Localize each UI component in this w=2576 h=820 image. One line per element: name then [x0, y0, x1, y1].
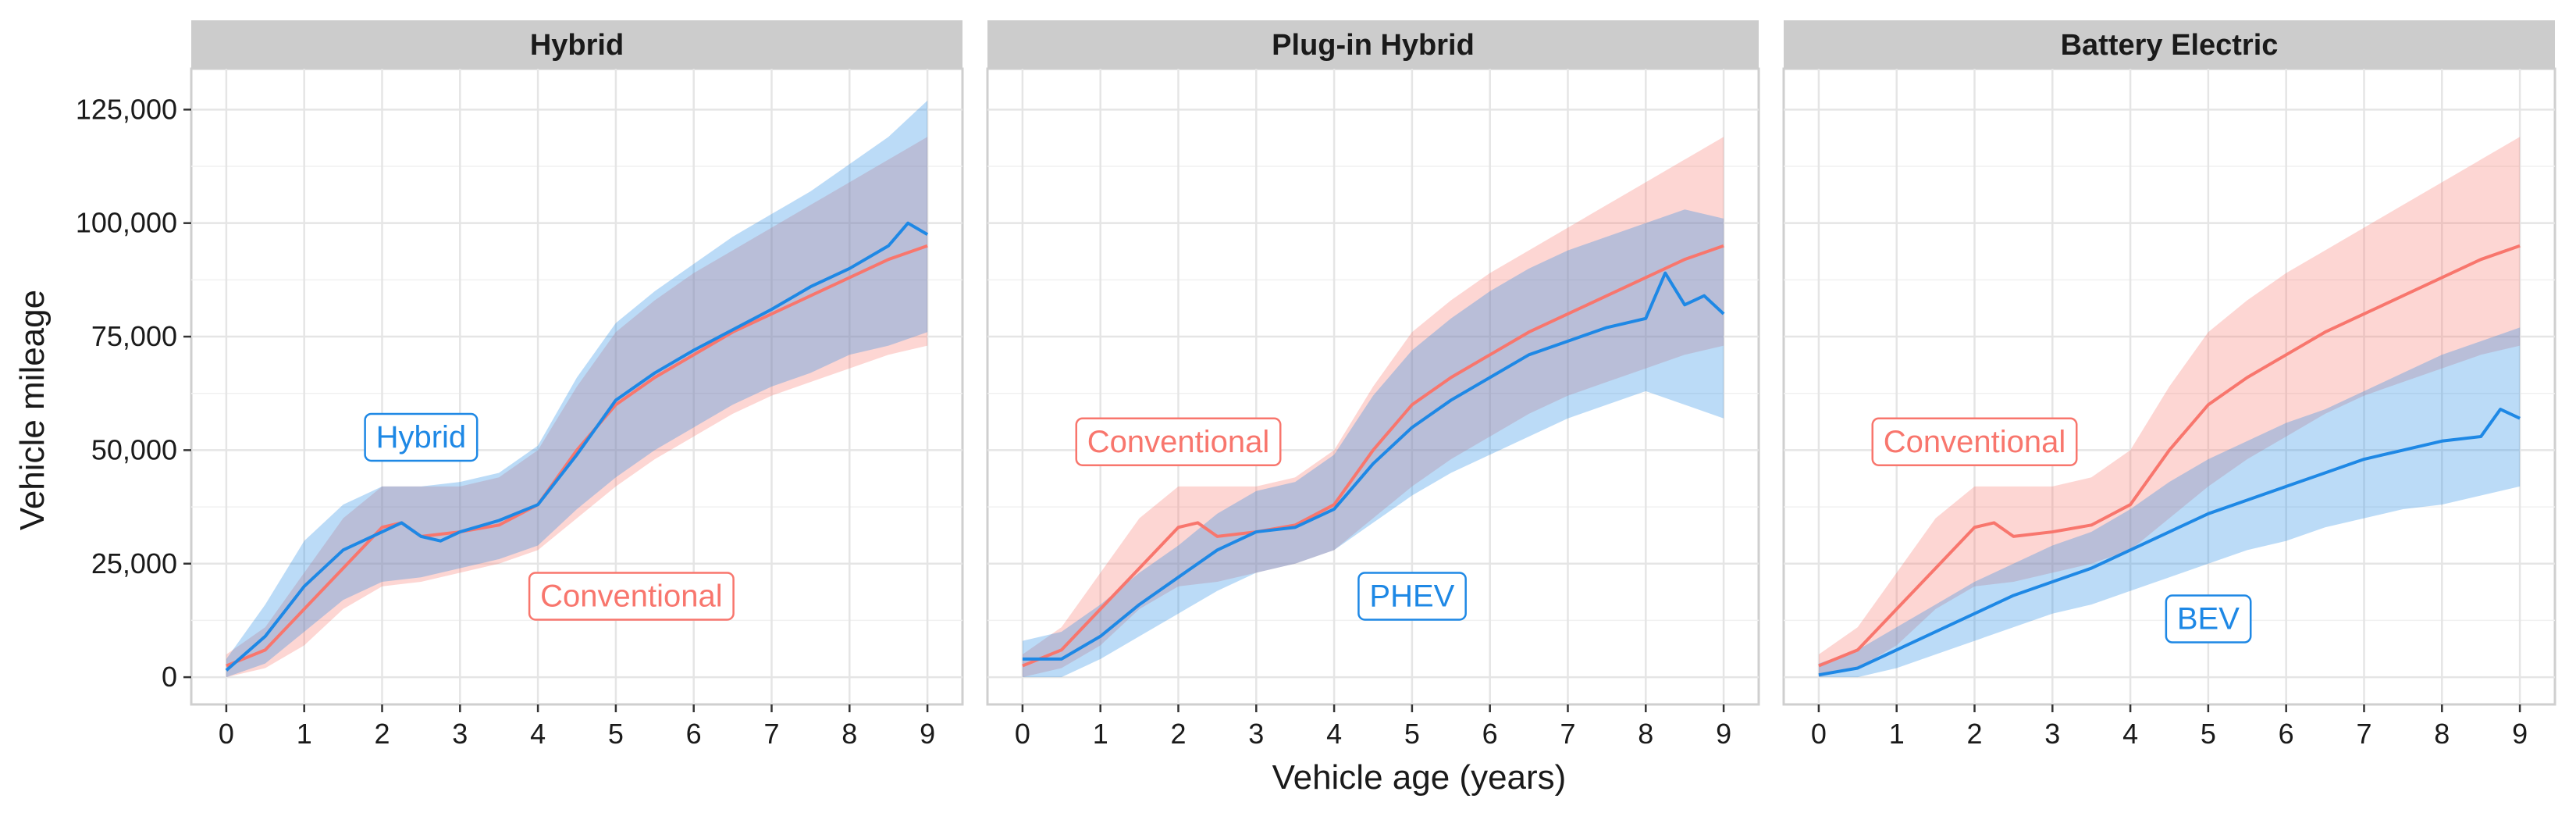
x-tick-label: 2	[1966, 718, 1982, 750]
ribbon-phev	[1022, 209, 1724, 678]
x-tick-label: 8	[1638, 718, 1653, 750]
x-tick-label: 0	[219, 718, 234, 750]
series-label-conventional: Conventional	[1075, 417, 1282, 467]
series-label-text: PHEV	[1369, 579, 1454, 613]
y-tick-label: 50,000	[91, 433, 177, 465]
x-tick-label: 4	[1326, 718, 1342, 750]
line-phev	[1022, 271, 1725, 661]
x-axis: 0 1 2 3 4 5 6 7 8 9	[1015, 704, 1731, 750]
x-tick-label: 6	[2279, 718, 2294, 750]
facet-title: Plug-in Hybrid	[1272, 29, 1475, 62]
series-label-text: BEV	[2177, 602, 2240, 636]
series-label-box	[364, 412, 479, 462]
x-tick-label: 9	[1716, 718, 1731, 750]
series-label-box	[1871, 417, 2078, 467]
series-label-box	[1075, 417, 1282, 467]
x-tick-label: 7	[763, 718, 779, 750]
x-tick-label: 3	[2044, 718, 2060, 750]
x-tick-label: 6	[686, 718, 702, 750]
series-label-hybrid: Hybrid	[364, 412, 479, 462]
y-tick-label: 25,000	[91, 547, 177, 579]
x-tick-label: 7	[1560, 718, 1575, 750]
x-tick-label: 5	[608, 718, 624, 750]
facet-strip	[191, 20, 962, 69]
ribbon-conventional	[226, 137, 928, 678]
x-tick-label: 1	[297, 718, 312, 750]
series-label-box	[528, 572, 735, 621]
ribbon-conventional	[1818, 137, 2521, 678]
series-label-box	[2165, 594, 2252, 644]
x-tick-label: 5	[2201, 718, 2216, 750]
y-tick-label: 125,000	[76, 93, 177, 125]
x-tick-label: 4	[530, 718, 546, 750]
panel-battery-electric: Battery Electric Conventional BEV 0 1 2 3 4 5 6 7 8…	[1782, 20, 2556, 750]
series-label-text: Hybrid	[376, 420, 467, 455]
x-tick-label: 8	[2434, 718, 2450, 750]
x-tick-label: 4	[2122, 718, 2138, 750]
x-axis: 0 1 2 3 4 5 6 7 8 9	[219, 704, 935, 750]
x-tick-label: 1	[1093, 718, 1108, 750]
facet-title: Battery Electric	[2061, 29, 2279, 62]
x-tick-label: 1	[1889, 718, 1905, 750]
x-tick-label: 2	[374, 718, 390, 750]
ribbon-hybrid	[226, 100, 928, 678]
line-bev	[1818, 408, 2521, 677]
x-tick-label: 3	[452, 718, 468, 750]
facet-strip	[987, 20, 1759, 69]
series-label-phev: PHEV	[1357, 572, 1467, 621]
ribbon-bev	[1818, 327, 2521, 678]
line-conventional	[1818, 244, 2521, 668]
x-tick-label: 3	[1248, 718, 1264, 750]
x-tick-label: 2	[1170, 718, 1186, 750]
series-label-text: Conventional	[1087, 425, 1270, 459]
series-label-conventional: Conventional	[528, 572, 735, 621]
facet-title: Hybrid	[530, 29, 624, 62]
x-tick-label: 9	[2512, 718, 2528, 750]
facet-strip	[1784, 20, 2555, 69]
series-label-bev: BEV	[2165, 594, 2252, 644]
panel-hybrid: Hybrid Conventional Hybrid 0 1 2 3 4 5 6 7 8 9 0 25,00…	[76, 20, 964, 750]
x-tick-label: 8	[841, 718, 857, 750]
x-tick-label: 0	[1811, 718, 1827, 750]
y-tick-label: 100,000	[76, 207, 177, 239]
series-label-text: Conventional	[540, 579, 723, 613]
x-axis: 0 1 2 3 4 5 6 7 8 9	[1811, 704, 2528, 750]
x-axis-title: Vehicle age (years)	[1272, 758, 1567, 797]
y-axis-title: Vehicle mileage	[13, 290, 52, 530]
y-tick-label: 0	[162, 661, 177, 693]
y-tick-label: 75,000	[91, 320, 177, 352]
line-hybrid	[225, 221, 929, 672]
ribbon-conventional	[1022, 137, 1724, 678]
panel-plug-in-hybrid: Plug-in Hybrid Conventional PHEV 0 1 2 3 4 5 6 7 8 9	[986, 20, 1760, 750]
grid	[191, 69, 962, 704]
series-label-conventional: Conventional	[1871, 417, 2078, 467]
line-conventional	[1022, 244, 1724, 668]
series-label-text: Conventional	[1884, 425, 2066, 459]
series-label-box	[1357, 572, 1467, 621]
x-tick-label: 7	[2356, 718, 2371, 750]
x-tick-label: 9	[920, 718, 935, 750]
y-axis: 0 25,000 50,000 75,000 100,000 125,000	[76, 93, 191, 693]
x-tick-label: 0	[1015, 718, 1030, 750]
x-tick-label: 6	[1482, 718, 1498, 750]
x-tick-label: 5	[1404, 718, 1420, 750]
